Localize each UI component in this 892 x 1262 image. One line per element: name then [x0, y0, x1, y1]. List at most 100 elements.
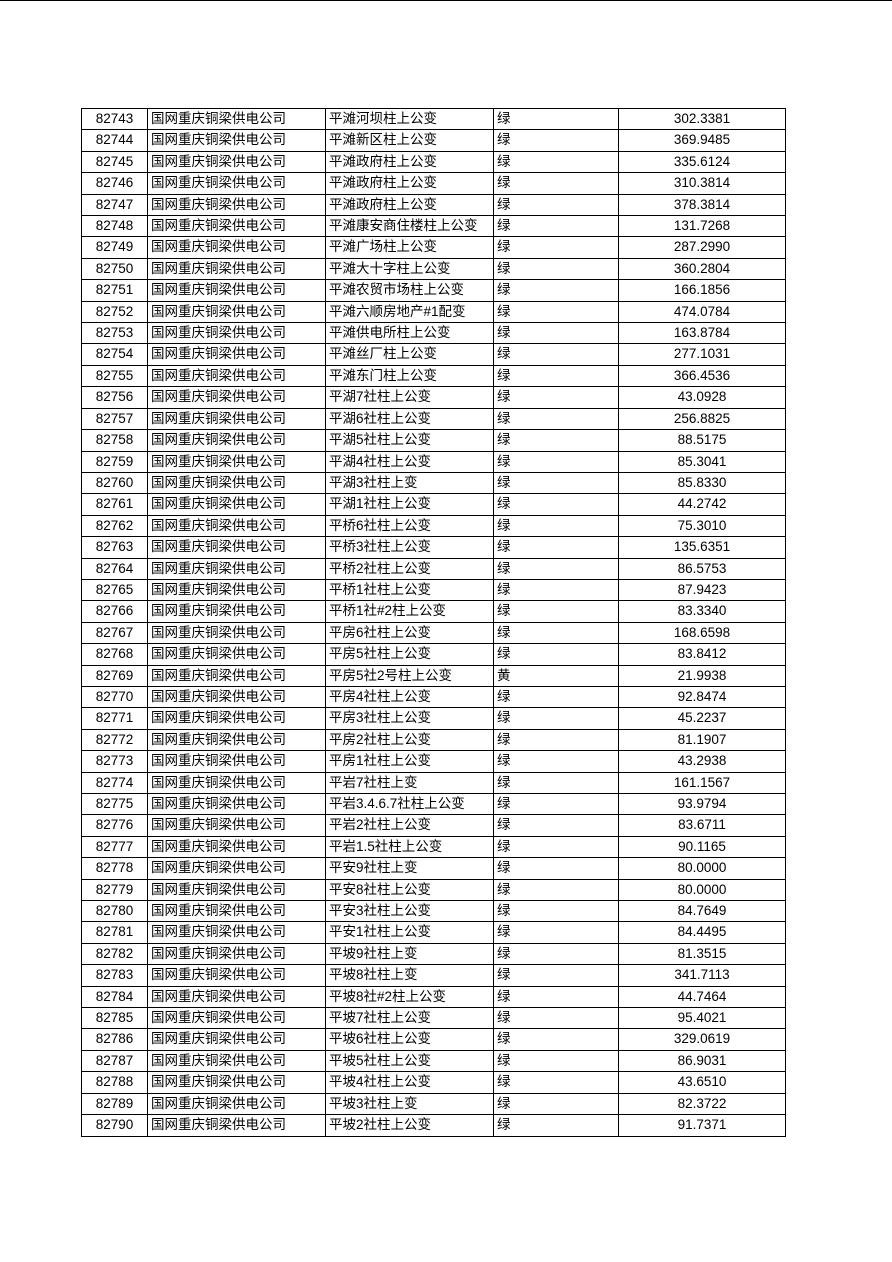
- status-cell: 绿: [494, 323, 619, 344]
- status-cell: 绿: [494, 472, 619, 494]
- company-cell: 国网重庆铜梁供电公司: [148, 858, 326, 879]
- company-cell: 国网重庆铜梁供电公司: [148, 836, 326, 858]
- company-cell: 国网重庆铜梁供电公司: [148, 665, 326, 686]
- row-id-cell: 82779: [82, 879, 148, 901]
- status-cell: 绿: [494, 644, 619, 665]
- transformer-name-cell: 平湖3社柱上变: [326, 472, 494, 494]
- table-row: 82762 国网重庆铜梁供电公司 平桥6社柱上公变绿 75.3010: [82, 515, 786, 538]
- row-id-cell: 82765: [82, 579, 148, 601]
- table-row: 82771 国网重庆铜梁供电公司 平房3社柱上公变绿 45.2237: [82, 708, 786, 730]
- value-cell: 335.6124: [619, 151, 786, 173]
- status-cell: 黄: [494, 665, 619, 686]
- table-row: 82782 国网重庆铜梁供电公司 平坡9社柱上变绿 81.3515: [82, 943, 786, 966]
- company-cell: 国网重庆铜梁供电公司: [148, 365, 326, 387]
- transformer-name-cell: 平滩东门柱上公变: [326, 365, 494, 387]
- status-cell: 绿: [494, 772, 619, 793]
- company-cell: 国网重庆铜梁供电公司: [148, 794, 326, 815]
- company-cell: 国网重庆铜梁供电公司: [148, 879, 326, 901]
- value-cell: 310.3814: [619, 173, 786, 194]
- company-cell: 国网重庆铜梁供电公司: [148, 1115, 326, 1136]
- row-id-cell: 82777: [82, 836, 148, 858]
- transformer-name-cell: 平湖4社柱上公变: [326, 451, 494, 472]
- company-cell: 国网重庆铜梁供电公司: [148, 986, 326, 1008]
- table-row: 82751 国网重庆铜梁供电公司 平滩农贸市场柱上公变绿 166.1856: [82, 280, 786, 302]
- company-cell: 国网重庆铜梁供电公司: [148, 451, 326, 472]
- company-cell: 国网重庆铜梁供电公司: [148, 408, 326, 430]
- transformer-name-cell: 平滩政府柱上公变: [326, 194, 494, 216]
- value-cell: 84.7649: [619, 901, 786, 922]
- transformer-name-cell: 平滩河坝柱上公变: [326, 109, 494, 130]
- status-cell: 绿: [494, 922, 619, 943]
- status-cell: 绿: [494, 194, 619, 216]
- status-cell: 绿: [494, 1093, 619, 1115]
- company-cell: 国网重庆铜梁供电公司: [148, 151, 326, 173]
- company-cell: 国网重庆铜梁供电公司: [148, 216, 326, 237]
- status-cell: 绿: [494, 451, 619, 472]
- table-row: 82748 国网重庆铜梁供电公司 平滩康安商住楼柱上公变绿 131.7268: [82, 216, 786, 238]
- company-cell: 国网重庆铜梁供电公司: [148, 130, 326, 151]
- row-id-cell: 82784: [82, 986, 148, 1008]
- table-row: 82776 国网重庆铜梁供电公司 平岩2社柱上公变绿 83.6711: [82, 815, 786, 837]
- status-cell: 绿: [494, 258, 619, 280]
- status-cell: 绿: [494, 965, 619, 986]
- row-id-cell: 82758: [82, 430, 148, 451]
- row-id-cell: 82776: [82, 815, 148, 836]
- transformer-name-cell: 平桥6社柱上公变: [326, 515, 494, 537]
- transformer-name-cell: 平坡5社柱上公变: [326, 1050, 494, 1072]
- status-cell: 绿: [494, 879, 619, 901]
- company-cell: 国网重庆铜梁供电公司: [148, 109, 326, 130]
- row-id-cell: 82750: [82, 258, 148, 280]
- page-top-border: [0, 0, 892, 1]
- status-cell: 绿: [494, 622, 619, 644]
- value-cell: 80.0000: [619, 858, 786, 879]
- table-row: 82763 国网重庆铜梁供电公司 平桥3社柱上公变绿 135.6351: [82, 537, 786, 559]
- table-row: 82759 国网重庆铜梁供电公司 平湖4社柱上公变绿 85.3041: [82, 451, 786, 473]
- transformer-name-cell: 平房4社柱上公变: [326, 686, 494, 708]
- transformer-name-cell: 平坡7社柱上公变: [326, 1008, 494, 1029]
- value-cell: 131.7268: [619, 216, 786, 237]
- value-cell: 81.3515: [619, 943, 786, 965]
- transformer-name-cell: 平岩7社柱上变: [326, 772, 494, 793]
- table-row: 82790 国网重庆铜梁供电公司 平坡2社柱上公变绿 91.7371: [82, 1115, 786, 1137]
- company-cell: 国网重庆铜梁供电公司: [148, 579, 326, 601]
- transformer-name-cell: 平房5社柱上公变: [326, 644, 494, 665]
- value-cell: 85.3041: [619, 451, 786, 472]
- value-cell: 378.3814: [619, 194, 786, 216]
- table-row: 82747 国网重庆铜梁供电公司 平滩政府柱上公变绿 378.3814: [82, 194, 786, 217]
- status-cell: 绿: [494, 216, 619, 237]
- row-id-cell: 82772: [82, 729, 148, 751]
- transformer-name-cell: 平桥2社柱上公变: [326, 558, 494, 579]
- row-id-cell: 82771: [82, 708, 148, 729]
- status-cell: 绿: [494, 494, 619, 515]
- transformer-name-cell: 平湖1社柱上公变: [326, 494, 494, 515]
- status-cell: 绿: [494, 986, 619, 1008]
- status-cell: 绿: [494, 729, 619, 751]
- row-id-cell: 82766: [82, 601, 148, 622]
- value-cell: 84.4495: [619, 922, 786, 943]
- status-cell: 绿: [494, 751, 619, 772]
- company-cell: 国网重庆铜梁供电公司: [148, 173, 326, 194]
- company-cell: 国网重庆铜梁供电公司: [148, 729, 326, 751]
- table-row: 82754 国网重庆铜梁供电公司 平滩丝厂柱上公变绿 277.1031: [82, 344, 786, 366]
- value-cell: 341.7113: [619, 965, 786, 986]
- company-cell: 国网重庆铜梁供电公司: [148, 772, 326, 793]
- value-cell: 287.2990: [619, 237, 786, 258]
- value-cell: 90.1165: [619, 836, 786, 858]
- transformer-name-cell: 平坡2社柱上公变: [326, 1115, 494, 1136]
- transformer-name-cell: 平坡4社柱上公变: [326, 1072, 494, 1093]
- table-row: 82769 国网重庆铜梁供电公司 平房5社2号柱上公变黄 21.9938: [82, 665, 786, 687]
- company-cell: 国网重庆铜梁供电公司: [148, 1050, 326, 1072]
- status-cell: 绿: [494, 109, 619, 130]
- table-row: 82783 国网重庆铜梁供电公司 平坡8社柱上变绿 341.7113: [82, 965, 786, 987]
- company-cell: 国网重庆铜梁供电公司: [148, 922, 326, 943]
- row-id-cell: 82790: [82, 1115, 148, 1136]
- transformer-name-cell: 平安3社柱上公变: [326, 901, 494, 922]
- value-cell: 81.1907: [619, 729, 786, 751]
- value-cell: 44.7464: [619, 986, 786, 1008]
- transformer-name-cell: 平桥1社#2柱上公变: [326, 601, 494, 622]
- transformer-name-cell: 平湖5社柱上公变: [326, 430, 494, 451]
- value-cell: 256.8825: [619, 408, 786, 430]
- row-id-cell: 82752: [82, 301, 148, 323]
- row-id-cell: 82756: [82, 387, 148, 408]
- transformer-name-cell: 平滩政府柱上公变: [326, 151, 494, 173]
